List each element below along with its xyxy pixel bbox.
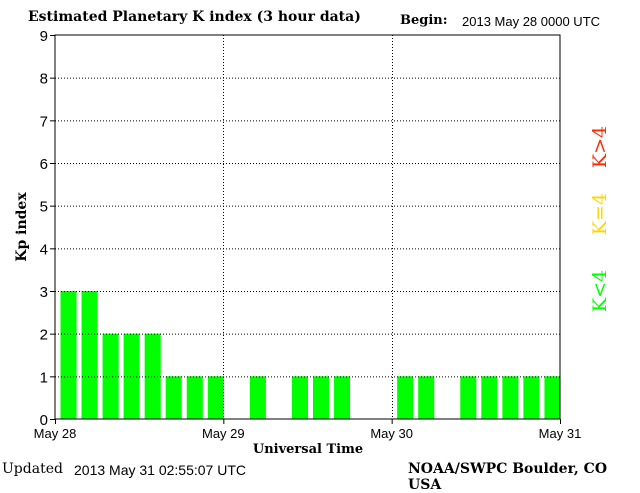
- y-tick-label: 1: [40, 369, 48, 386]
- y-tick-label: 0: [40, 412, 48, 429]
- chart-title: Estimated Planetary K index (3 hour data…: [28, 9, 361, 25]
- updated-label: Updated: [2, 461, 63, 477]
- x-axis-label: Universal Time: [253, 442, 363, 457]
- plot-frame: [54, 34, 561, 420]
- x-axis: May 28 May 29 May 30 May 31: [34, 419, 582, 441]
- y-tick-label: 3: [40, 284, 48, 301]
- kp-bar: [460, 376, 477, 419]
- y-tick-label: 8: [40, 71, 48, 88]
- kp-bar: [123, 333, 140, 419]
- kp-bar: [334, 376, 351, 419]
- credit-text: NOAA/SWPC Boulder, CO USA: [408, 461, 608, 493]
- kp-bar: [249, 376, 266, 419]
- kp-bar: [313, 376, 330, 419]
- y-axis: 0 1 2 3 4 5 6 7 8 9: [40, 28, 55, 429]
- x-tick-label: May 29: [202, 426, 245, 441]
- begin-value: 2013 May 28 0000 UTC: [462, 14, 601, 29]
- legend-item: K>4: [589, 126, 611, 168]
- kp-bar: [186, 376, 203, 419]
- x-tick-label: May 31: [539, 426, 582, 441]
- updated-value: 2013 May 31 02:55:07 UTC: [74, 462, 246, 478]
- kp-bar: [165, 376, 182, 419]
- kp-bar: [418, 376, 435, 419]
- x-tick-label: May 30: [370, 426, 413, 441]
- grid-lines: [55, 35, 560, 419]
- kp-bar: [144, 333, 161, 419]
- kp-bar: [81, 291, 98, 419]
- kp-chart: 0 1 2 3 4 5 6 7 8 9 May 28 May 29 May 30 May 31 Kp i…: [14, 28, 611, 457]
- kp-bar: [102, 333, 119, 419]
- y-tick-label: 7: [40, 113, 48, 130]
- kp-bar: [544, 376, 561, 419]
- y-tick-label: 6: [40, 156, 48, 173]
- y-tick-label: 4: [40, 241, 48, 258]
- x-tick-label: May 28: [34, 426, 77, 441]
- kp-bar: [207, 376, 224, 419]
- legend-item: K<4: [589, 270, 611, 312]
- y-tick-label: 5: [40, 199, 48, 216]
- legend-item: K=4: [589, 193, 611, 235]
- kp-bar: [502, 376, 519, 419]
- kp-bar: [291, 376, 308, 419]
- kp-bar: [397, 376, 414, 419]
- y-tick-label: 2: [40, 327, 48, 344]
- y-axis-label: Kp index: [14, 192, 30, 262]
- kp-bar: [481, 376, 498, 419]
- kp-bar: [60, 291, 77, 419]
- legend: K>4 K=4 K<4: [589, 126, 611, 312]
- bars-group: [60, 291, 561, 419]
- kp-bar: [523, 376, 540, 419]
- y-tick-label: 9: [40, 28, 48, 45]
- begin-label: Begin:: [400, 13, 448, 28]
